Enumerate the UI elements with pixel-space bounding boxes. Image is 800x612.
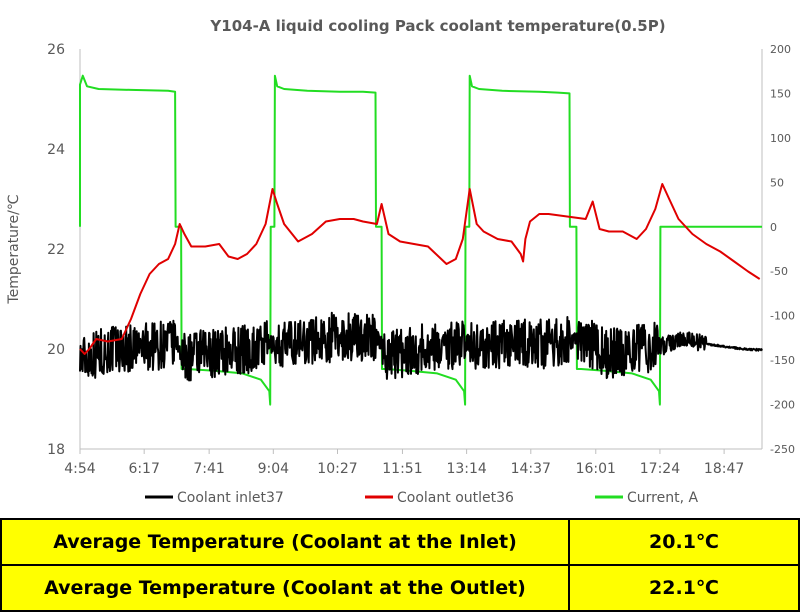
y-tick-label: 20 <box>47 342 65 358</box>
y2-tick-label: 100 <box>770 132 791 145</box>
series-line-1 <box>79 183 761 355</box>
chart-area: Y104-A liquid cooling Pack coolant tempe… <box>6 17 795 506</box>
y2-tick-label: -200 <box>770 399 795 412</box>
y2-tick-label: 50 <box>770 176 784 189</box>
series-line-0 <box>79 311 763 382</box>
x-tick-label: 9:04 <box>258 461 290 477</box>
chart-title: Y104-A liquid cooling Pack coolant tempe… <box>209 17 665 35</box>
y2-tick-label: 0 <box>770 221 777 234</box>
y2-tick-label: -150 <box>770 354 795 367</box>
x-tick-label: 14:37 <box>511 461 551 477</box>
y-tick-label: 24 <box>47 142 65 158</box>
y2-tick-label: 150 <box>770 87 791 100</box>
x-tick-label: 10:27 <box>317 461 357 477</box>
outlet-average-value: 22.1℃ <box>568 564 800 612</box>
x-tick-label: 7:41 <box>193 461 224 477</box>
x-tick-label: 17:24 <box>640 461 680 477</box>
inlet-average-value: 20.1℃ <box>568 518 800 566</box>
y-tick-label: 18 <box>47 442 65 458</box>
axes: 18 20 22 24 26 -250 -200 -150 -100 -50 0 50 100 150 20… <box>47 42 795 477</box>
x-tick-label: 4:54 <box>64 461 96 477</box>
inlet-average-label: Average Temperature (Coolant at the Inle… <box>0 518 570 566</box>
legend: Coolant inlet37 Coolant outlet36 Current, … <box>145 490 698 506</box>
y2-tick-label: -100 <box>770 310 795 323</box>
legend-label-1: Coolant outlet36 <box>397 490 514 506</box>
x-tick-label: 6:17 <box>128 461 159 477</box>
legend-label-0: Coolant inlet37 <box>177 490 284 506</box>
outlet-average-label: Average Temperature (Coolant at the Outl… <box>0 564 570 612</box>
x-tick-label: 13:14 <box>446 461 486 477</box>
x-tick-label: 11:51 <box>382 461 422 477</box>
table-row: Average Temperature (Coolant at the Inle… <box>0 518 800 566</box>
y2-tick-label: 200 <box>770 43 791 56</box>
x-tick-label: 16:01 <box>576 461 616 477</box>
x-tick-label: 18:47 <box>704 461 744 477</box>
y-tick-label: 26 <box>47 42 65 58</box>
series-layer <box>79 74 763 406</box>
legend-label-2: Current, A <box>627 490 698 506</box>
coolant-temperature-chart: Y104-A liquid cooling Pack coolant tempe… <box>6 17 795 506</box>
y-axis-label: Temperature/℃ <box>6 194 22 304</box>
y-tick-label: 22 <box>47 242 65 258</box>
y2-tick-label: -50 <box>770 265 788 278</box>
y2-tick-label: -250 <box>770 443 795 456</box>
average-temperature-table: Average Temperature (Coolant at the Inle… <box>0 518 800 612</box>
table-row: Average Temperature (Coolant at the Outl… <box>0 564 800 612</box>
